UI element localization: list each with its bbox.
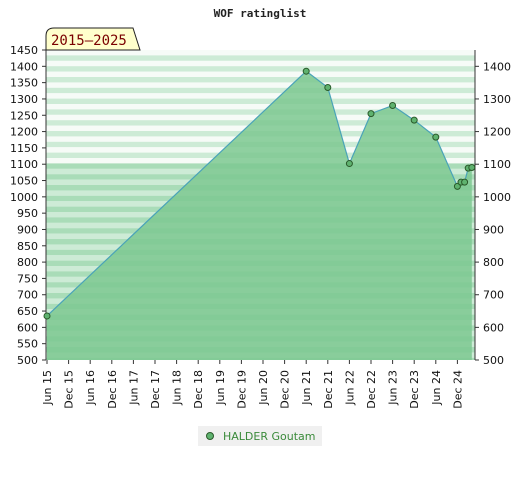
data-point (324, 84, 332, 92)
data-point (410, 116, 418, 124)
x-tick-label: Jun 23 (387, 370, 400, 406)
data-point (345, 160, 353, 168)
left-tick-label: 1100 (10, 158, 38, 171)
right-tick-label: 500 (483, 354, 504, 367)
left-tick-label: 800 (17, 256, 38, 269)
left-tick-label: 1150 (10, 142, 38, 155)
data-point (468, 163, 476, 171)
right-tick-label: 1100 (483, 158, 511, 171)
x-tick-label: Dec 22 (365, 370, 378, 409)
data-point (302, 67, 310, 75)
left-tick-label: 1000 (10, 191, 38, 204)
legend-label: HALDER Goutam (223, 430, 315, 443)
x-tick-label: Jun 21 (300, 370, 313, 406)
data-point (461, 178, 469, 186)
background-band (46, 55, 475, 61)
legend-marker (206, 432, 214, 440)
x-tick-label: Dec 20 (279, 370, 292, 409)
left-tick-label: 850 (17, 240, 38, 253)
x-tick-label: Jun 15 (41, 370, 54, 406)
data-point (389, 101, 397, 109)
left-tick-label: 1050 (10, 175, 38, 188)
right-axis-ticks: 500 600 700 800 900 1000 1100 1200 1300 1400 (475, 60, 511, 367)
left-tick-label: 600 (17, 321, 38, 334)
x-tick-label: Dec 21 (322, 370, 335, 409)
x-tick-label: Jun 19 (214, 370, 227, 406)
left-tick-label: 750 (17, 272, 38, 285)
right-tick-label: 1400 (483, 60, 511, 73)
x-tick-label: Jun 24 (430, 370, 443, 406)
background-band (46, 87, 475, 94)
axes (45, 50, 476, 360)
background-band (46, 104, 475, 110)
left-tick-label: 1200 (10, 126, 38, 139)
background-band (46, 60, 475, 67)
x-tick-label: Dec 15 (63, 370, 76, 409)
left-tick-label: 1350 (10, 77, 38, 90)
period-label: 2015–2025 (51, 33, 127, 49)
left-tick-label: 1400 (10, 60, 38, 73)
left-tick-label: 950 (17, 207, 38, 220)
left-tick-label: 1450 (10, 44, 38, 57)
background-band (46, 71, 475, 78)
x-tick-label: Jun 16 (84, 370, 97, 406)
right-tick-label: 1000 (483, 191, 511, 204)
x-tick-label: Dec 19 (235, 370, 248, 409)
legend: HALDER Goutam (198, 426, 322, 446)
x-axis-ticks: Jun 15 Dec 15 Jun 16 Dec 16 Jun 17 Dec 17 Jun … (41, 360, 464, 409)
x-tick-label: Dec 23 (408, 370, 421, 409)
left-tick-label: 500 (17, 354, 38, 367)
left-tick-label: 900 (17, 223, 38, 236)
data-point (367, 110, 375, 118)
right-tick-label: 700 (483, 289, 504, 302)
x-tick-label: Dec 17 (149, 370, 162, 409)
right-tick-label: 600 (483, 321, 504, 334)
background-band (46, 50, 475, 56)
left-tick-label: 1250 (10, 109, 38, 122)
right-tick-label: 800 (483, 256, 504, 269)
period-label-box: 2015–2025 (45, 27, 141, 51)
left-tick-label: 700 (17, 289, 38, 302)
left-tick-label: 550 (17, 338, 38, 351)
data-point (432, 133, 440, 141)
x-tick-label: Jun 22 (343, 370, 356, 406)
right-tick-label: 1200 (483, 126, 511, 139)
chart-title: WOF ratinglist (214, 7, 307, 20)
x-tick-label: Jun 20 (257, 370, 270, 406)
x-tick-label: Jun 18 (171, 370, 184, 406)
left-axis-ticks: 500 550 600 650 700 750 800 850 900 950 1000 1050 11… (10, 44, 46, 367)
x-tick-label: Dec 24 (451, 370, 464, 409)
background-band (46, 98, 475, 105)
x-tick-label: Jun 17 (127, 370, 140, 406)
data-points (43, 67, 476, 320)
background-band (46, 109, 475, 115)
background-band (46, 66, 475, 72)
right-tick-label: 1300 (483, 93, 511, 106)
left-tick-label: 650 (17, 305, 38, 318)
series-area (47, 71, 472, 360)
x-tick-label: Dec 18 (192, 370, 205, 409)
background-band (46, 93, 475, 99)
left-tick-label: 1300 (10, 93, 38, 106)
background-band (46, 82, 475, 88)
x-tick-label: Dec 16 (106, 370, 119, 409)
data-point (43, 312, 51, 320)
background-band (46, 77, 475, 83)
right-tick-label: 900 (483, 223, 504, 236)
